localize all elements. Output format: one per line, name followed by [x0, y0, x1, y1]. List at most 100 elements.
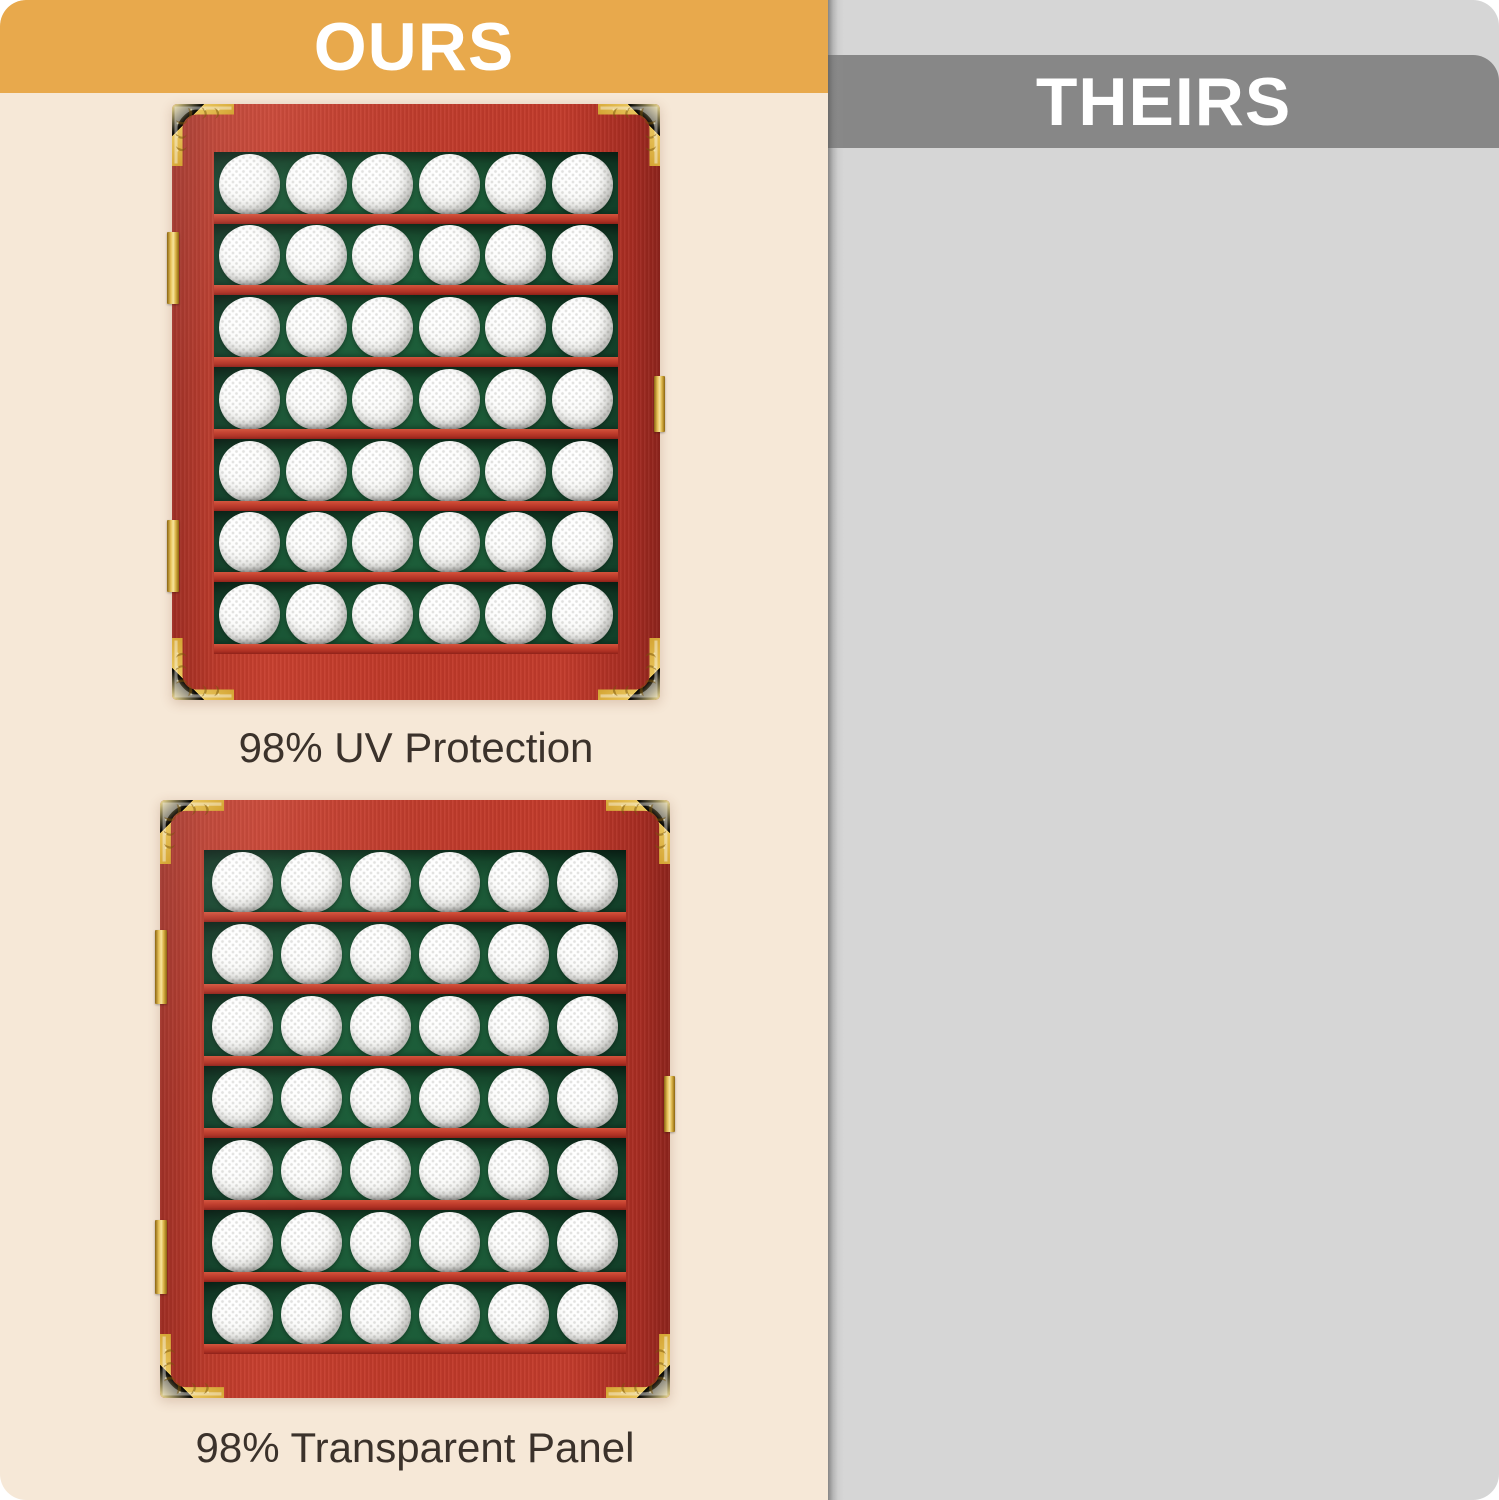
shelf-board — [204, 1128, 626, 1138]
display-shelf — [214, 438, 618, 511]
golf-ball — [485, 584, 547, 646]
shelf-board — [204, 984, 626, 994]
golf-ball — [350, 852, 411, 913]
golf-ball — [419, 996, 480, 1057]
case-latch — [664, 1076, 675, 1132]
case-hinge-bottom — [167, 520, 179, 592]
golf-ball — [352, 440, 414, 502]
golf-ball — [419, 1212, 480, 1273]
shelf-board — [204, 1056, 626, 1066]
golf-ball-display-case — [167, 104, 665, 700]
golf-ball — [488, 1068, 549, 1129]
case-hinge-top — [155, 930, 167, 1004]
golf-ball — [285, 440, 347, 502]
golf-ball — [352, 297, 414, 359]
case-interior — [214, 152, 618, 654]
theirs-header: THEIRS — [828, 55, 1499, 148]
shelf-felt-backing — [214, 152, 618, 224]
shelf-felt-backing — [214, 582, 618, 654]
shelf-board — [204, 1272, 626, 1282]
golf-ball — [551, 297, 613, 359]
golf-ball — [281, 996, 342, 1057]
golf-ball — [285, 153, 347, 215]
golf-ball — [219, 153, 280, 215]
golf-ball — [488, 852, 549, 913]
golf-ball — [485, 368, 547, 430]
golf-ball — [212, 1284, 273, 1345]
shelf-felt-backing — [204, 1066, 626, 1138]
golf-ball — [551, 512, 613, 574]
shelf-felt-backing — [204, 1282, 626, 1354]
golf-ball — [557, 1284, 618, 1345]
theirs-header-label: THEIRS — [1035, 63, 1292, 140]
golf-ball — [219, 584, 280, 646]
shelf-felt-backing — [214, 223, 618, 296]
golf-ball — [419, 1140, 480, 1201]
golf-ball — [418, 225, 480, 287]
golf-ball — [419, 924, 480, 985]
golf-ball — [212, 852, 273, 913]
golf-ball — [419, 852, 480, 913]
golf-ball — [212, 1068, 273, 1129]
golf-ball — [281, 1284, 342, 1345]
shelf-board — [214, 357, 618, 368]
case-frame — [172, 104, 660, 700]
shelf-board — [214, 285, 618, 296]
product-ours-transparent-panel: 98% Transparent Panel — [155, 800, 675, 1473]
golf-ball — [418, 153, 480, 215]
golf-ball — [557, 924, 618, 985]
golf-ball — [219, 512, 280, 574]
golf-ball — [350, 996, 411, 1057]
shelf-felt-backing — [214, 438, 618, 511]
golf-ball — [485, 225, 547, 287]
display-shelf — [204, 922, 626, 994]
caption-ours-uv-protection: 98% UV Protection — [238, 724, 594, 771]
golf-ball — [418, 584, 480, 646]
shelf-board — [214, 500, 618, 511]
ours-header-label: OURS — [313, 8, 515, 85]
golf-ball — [212, 1212, 273, 1273]
display-shelf — [204, 850, 626, 922]
golf-ball — [485, 153, 547, 215]
shelf-felt-backing — [204, 1210, 626, 1282]
shelf-board — [214, 644, 618, 654]
ours-header: OURS — [0, 0, 828, 93]
golf-ball — [488, 1212, 549, 1273]
golf-ball — [350, 1140, 411, 1201]
golf-ball — [488, 1284, 549, 1345]
golf-ball — [488, 924, 549, 985]
golf-ball — [350, 924, 411, 985]
display-shelf — [204, 1210, 626, 1282]
display-shelf — [214, 295, 618, 368]
golf-ball-display-case — [155, 800, 675, 1398]
case-latch — [654, 376, 665, 432]
golf-ball — [551, 225, 613, 287]
display-shelf — [214, 223, 618, 296]
shelf-felt-backing — [204, 850, 626, 922]
display-shelf — [204, 1066, 626, 1138]
golf-ball — [285, 512, 347, 574]
golf-ball — [557, 996, 618, 1057]
golf-ball — [281, 852, 342, 913]
golf-ball — [285, 584, 347, 646]
golf-ball — [352, 225, 414, 287]
case-hinge-bottom — [155, 1220, 167, 1294]
ours-panel: OURS — [0, 0, 828, 1500]
golf-ball — [418, 368, 480, 430]
display-shelf — [204, 994, 626, 1066]
golf-ball — [418, 440, 480, 502]
golf-ball — [418, 512, 480, 574]
golf-ball — [281, 924, 342, 985]
display-shelf — [204, 1282, 626, 1354]
shelf-board — [204, 1200, 626, 1210]
golf-ball — [219, 297, 280, 359]
shelf-board — [204, 912, 626, 922]
golf-ball — [557, 1068, 618, 1129]
caption-ours-transparent-panel: 98% Transparent Panel — [195, 1424, 635, 1471]
golf-ball — [551, 440, 613, 502]
golf-ball — [281, 1212, 342, 1273]
display-shelf — [214, 510, 618, 583]
golf-ball — [418, 297, 480, 359]
golf-ball — [352, 153, 414, 215]
shelf-felt-backing — [204, 994, 626, 1066]
